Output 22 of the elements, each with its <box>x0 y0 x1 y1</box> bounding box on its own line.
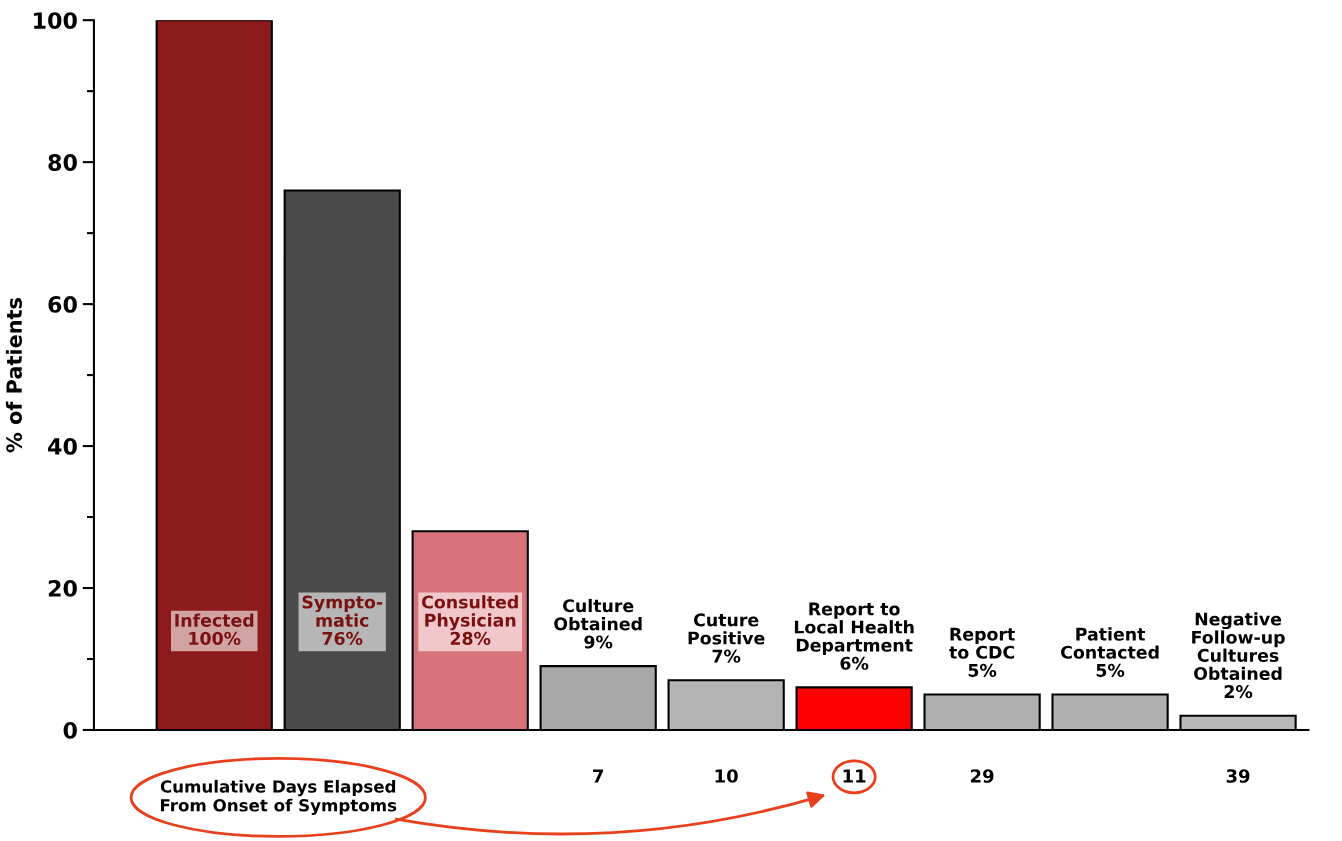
data-label: Cuture Positive 7% <box>688 613 765 663</box>
data-label: Consulted Physician 28% <box>421 595 518 645</box>
x-tick-label: 7 <box>593 769 604 783</box>
y-axis-title: % of Patients <box>5 298 22 453</box>
y-tick-label: 40 <box>48 438 77 455</box>
x-tick-label: 11 <box>843 769 866 783</box>
y-tick-label: 80 <box>48 154 77 171</box>
data-label: Patient Contacted 5% <box>1061 627 1159 677</box>
y-tick-label: 0 <box>63 721 77 739</box>
y-tick-label: 100 <box>34 12 77 29</box>
data-label: Report to CDC 5% <box>949 627 1015 677</box>
data-label: Infected 100% <box>175 613 254 645</box>
data-label: Report to Local Health Department 6% <box>794 602 914 670</box>
x-axis-title: Cumulative Days Elapsed From Onset of Symptoms <box>160 779 397 815</box>
x-tick-label: 39 <box>1226 769 1250 783</box>
y-tick-label: 20 <box>48 579 77 597</box>
x-tick-label: 10 <box>715 769 738 783</box>
data-label: Culture Obtained 9% <box>554 598 642 649</box>
data-label: Negative Follow-up Cultures Obtained 2% <box>1192 612 1285 699</box>
y-tick-label: 60 <box>48 296 77 313</box>
data-label: Sympto- matic 76% <box>302 595 383 645</box>
x-tick-label: 29 <box>970 769 994 783</box>
